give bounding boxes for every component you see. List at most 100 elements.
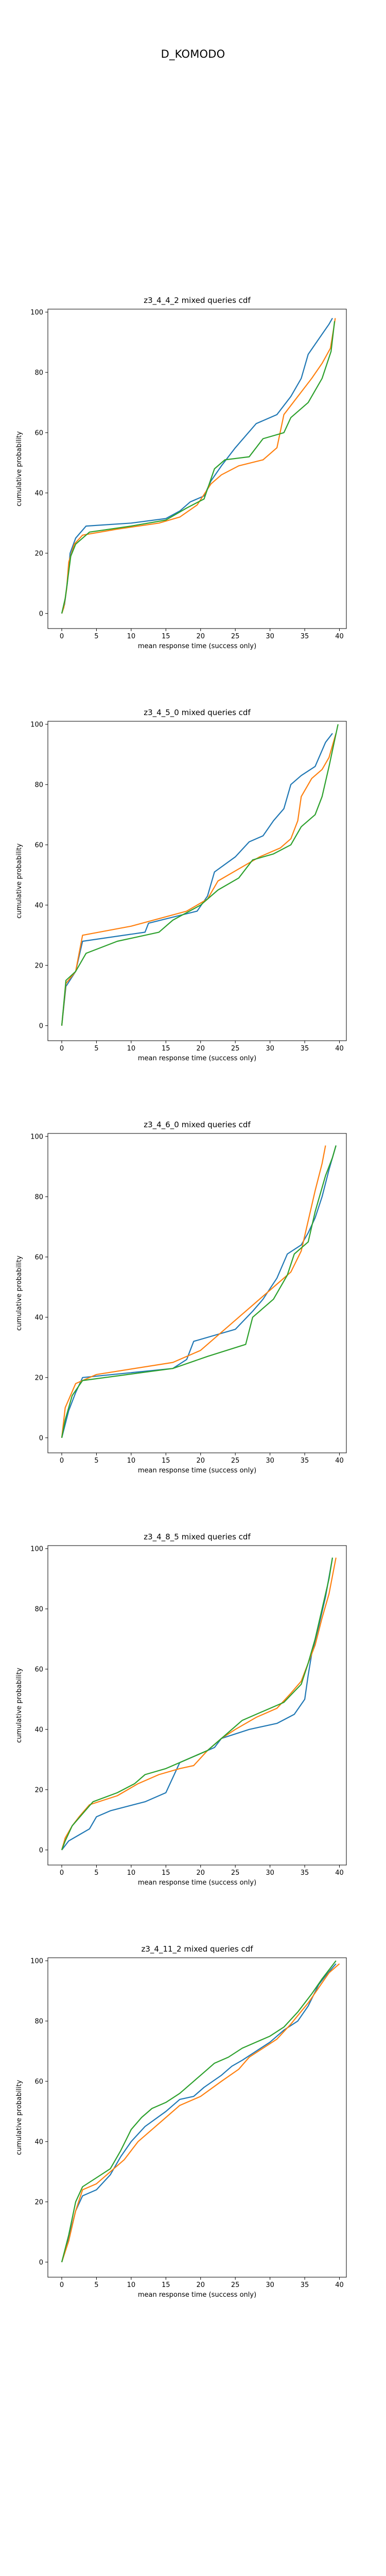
plot-frame — [47, 1545, 347, 1866]
y-axis-label: cumulative probability — [15, 2080, 23, 2155]
x-tick-label: 40 — [335, 1869, 344, 1877]
y-tick-label: 0 — [39, 1434, 43, 1442]
series-line-1 — [61, 1557, 334, 1851]
y-tick-label: 40 — [34, 489, 43, 497]
y-tick-label: 0 — [39, 1846, 43, 1854]
y-tick-label: 60 — [34, 1253, 43, 1261]
y-tick-label: 60 — [34, 2078, 43, 2086]
x-tick-label: 30 — [266, 633, 274, 640]
y-tick-label: 40 — [34, 1314, 43, 1321]
chart-title: z3_4_11_2 mixed queries cdf — [141, 1944, 253, 1954]
y-axis-label: cumulative probability — [15, 431, 23, 506]
x-tick-label: 35 — [301, 2281, 309, 2289]
chart-z3-4-8-5: z3_4_8_5 mixed queries cdf 0 5 10 15 20 25 30 35… — [15, 1532, 347, 1887]
x-tick-label: 20 — [196, 1869, 205, 1877]
x-tick-label: 20 — [196, 633, 205, 640]
y-tick-label: 100 — [30, 1957, 43, 1965]
series-line-2 — [61, 1145, 326, 1438]
x-axis-label: mean response time (success only) — [138, 642, 256, 650]
x-tick-label: 35 — [301, 1869, 309, 1877]
series-line-1 — [61, 1963, 337, 2263]
x-tick-label: 40 — [335, 633, 344, 640]
x-tick-label: 0 — [60, 2281, 64, 2289]
x-tick-label: 25 — [231, 2281, 240, 2289]
x-tick-label: 40 — [335, 2281, 344, 2289]
series-line-3 — [61, 321, 336, 614]
chart-title: z3_4_4_2 mixed queries cdf — [144, 296, 251, 306]
y-tick-label: 60 — [34, 841, 43, 849]
x-tick-label: 15 — [162, 1869, 170, 1877]
series-line-2 — [61, 1557, 337, 1851]
y-tick-label: 20 — [34, 2198, 43, 2206]
y-tick-label: 20 — [34, 550, 43, 557]
y-tick-label: 0 — [39, 2259, 43, 2266]
page-title: D_KOMODO — [161, 48, 225, 60]
chart-z3-4-11-2: z3_4_11_2 mixed queries cdf 0 5 10 15 20 25 30 3… — [15, 1944, 347, 2299]
x-tick-label: 10 — [127, 633, 136, 640]
x-tick-label: 0 — [60, 1457, 64, 1465]
x-tick-label: 10 — [127, 1869, 136, 1877]
x-tick-label: 20 — [196, 1045, 205, 1053]
series-line-3 — [61, 1557, 334, 1851]
x-tick-label: 15 — [162, 1045, 170, 1053]
y-tick-label: 80 — [34, 2018, 43, 2025]
x-tick-label: 5 — [94, 1045, 98, 1053]
x-tick-label: 20 — [196, 1457, 205, 1465]
chart-title: z3_4_8_5 mixed queries cdf — [144, 1532, 251, 1542]
chart-z3-4-4-2: z3_4_4_2 mixed queries cdf 0 5 10 15 20 25 30 35… — [15, 296, 347, 650]
y-tick-label: 80 — [34, 1605, 43, 1613]
x-tick-label: 20 — [196, 2281, 205, 2289]
x-tick-label: 30 — [266, 1045, 274, 1053]
series-line-3 — [61, 724, 339, 1026]
chart-title: z3_4_5_0 mixed queries cdf — [144, 708, 251, 718]
x-tick-label: 25 — [231, 1869, 240, 1877]
x-tick-label: 0 — [60, 1869, 64, 1877]
y-tick-label: 40 — [34, 902, 43, 909]
x-tick-label: 25 — [231, 633, 240, 640]
x-tick-label: 30 — [266, 1869, 274, 1877]
x-axis-label: mean response time (success only) — [138, 1055, 256, 1062]
y-tick-label: 20 — [34, 962, 43, 970]
plot-frame — [47, 1957, 347, 2278]
series-line-3 — [61, 1145, 337, 1438]
y-axis-label: cumulative probability — [15, 1668, 23, 1743]
chart-title: z3_4_6_0 mixed queries cdf — [144, 1120, 251, 1130]
x-tick-label: 30 — [266, 2281, 274, 2289]
y-tick-label: 60 — [34, 1666, 43, 1673]
chart-z3-4-5-0: z3_4_5_0 mixed queries cdf 0 5 10 15 20 25 30 35… — [15, 708, 347, 1062]
series-line-1 — [61, 733, 333, 1026]
x-tick-label: 0 — [60, 633, 64, 640]
y-tick-label: 60 — [34, 429, 43, 437]
series-line-1 — [61, 317, 333, 614]
y-tick-label: 100 — [30, 721, 43, 728]
x-tick-label: 35 — [301, 1457, 309, 1465]
x-tick-label: 35 — [301, 1045, 309, 1053]
y-tick-label: 100 — [30, 1133, 43, 1141]
x-tick-label: 15 — [162, 2281, 170, 2289]
x-tick-label: 35 — [301, 633, 309, 640]
x-tick-label: 5 — [94, 1457, 98, 1465]
y-axis-label: cumulative probability — [15, 843, 23, 919]
y-tick-label: 80 — [34, 781, 43, 789]
y-tick-label: 0 — [39, 610, 43, 618]
x-tick-label: 10 — [127, 1045, 136, 1053]
x-tick-label: 15 — [162, 633, 170, 640]
x-tick-label: 0 — [60, 1045, 64, 1053]
y-tick-label: 80 — [34, 1193, 43, 1201]
x-axis-label: mean response time (success only) — [138, 2291, 256, 2299]
y-tick-label: 40 — [34, 2138, 43, 2146]
plot-frame — [47, 309, 347, 629]
y-tick-label: 20 — [34, 1374, 43, 1382]
x-tick-label: 40 — [335, 1045, 344, 1053]
series-line-3 — [61, 1960, 337, 2263]
chart-z3-4-6-0: z3_4_6_0 mixed queries cdf 0 5 10 15 20 25 30 35… — [15, 1120, 347, 1475]
x-tick-label: 5 — [94, 2281, 98, 2289]
x-tick-label: 10 — [127, 1457, 136, 1465]
y-tick-label: 0 — [39, 1022, 43, 1030]
x-tick-label: 10 — [127, 2281, 136, 2289]
x-tick-label: 5 — [94, 633, 98, 640]
series-line-2 — [61, 1963, 340, 2263]
series-line-2 — [61, 733, 337, 1026]
y-tick-label: 100 — [30, 309, 43, 316]
